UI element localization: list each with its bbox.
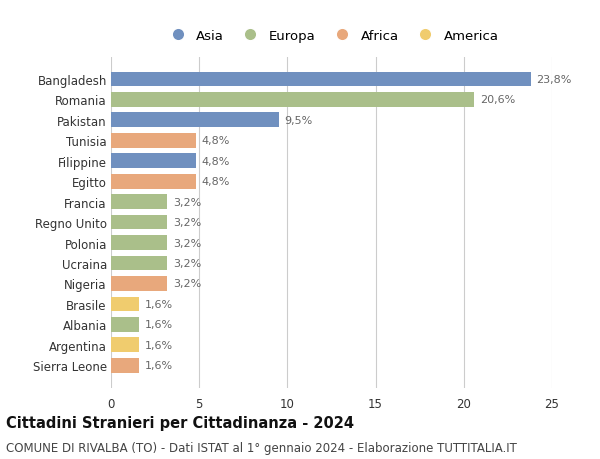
Bar: [111, 174, 196, 189]
Text: COMUNE DI RIVALBA (TO) - Dati ISTAT al 1° gennaio 2024 - Elaborazione TUTTITALIA: COMUNE DI RIVALBA (TO) - Dati ISTAT al 1…: [6, 441, 517, 453]
Bar: [111, 113, 278, 128]
Bar: [111, 134, 196, 148]
Bar: [111, 195, 167, 210]
Bar: [111, 235, 167, 250]
Bar: [111, 256, 167, 271]
Bar: [111, 338, 139, 353]
Text: 1,6%: 1,6%: [145, 340, 173, 350]
Text: 1,6%: 1,6%: [145, 360, 173, 370]
Text: 4,8%: 4,8%: [201, 157, 229, 166]
Text: 3,2%: 3,2%: [173, 197, 201, 207]
Text: 3,2%: 3,2%: [173, 218, 201, 228]
Bar: [111, 276, 167, 291]
Text: Cittadini Stranieri per Cittadinanza - 2024: Cittadini Stranieri per Cittadinanza - 2…: [6, 415, 354, 431]
Text: 4,8%: 4,8%: [201, 136, 229, 146]
Bar: [111, 93, 475, 107]
Text: 1,6%: 1,6%: [145, 299, 173, 309]
Bar: [111, 317, 139, 332]
Bar: [111, 154, 196, 169]
Text: 9,5%: 9,5%: [284, 116, 312, 126]
Bar: [111, 297, 139, 312]
Legend: Asia, Europa, Africa, America: Asia, Europa, Africa, America: [159, 24, 504, 48]
Bar: [111, 73, 531, 87]
Text: 3,2%: 3,2%: [173, 279, 201, 289]
Text: 4,8%: 4,8%: [201, 177, 229, 187]
Text: 3,2%: 3,2%: [173, 258, 201, 269]
Text: 23,8%: 23,8%: [536, 75, 571, 85]
Text: 3,2%: 3,2%: [173, 238, 201, 248]
Bar: [111, 358, 139, 373]
Text: 1,6%: 1,6%: [145, 319, 173, 330]
Bar: [111, 215, 167, 230]
Text: 20,6%: 20,6%: [479, 95, 515, 105]
